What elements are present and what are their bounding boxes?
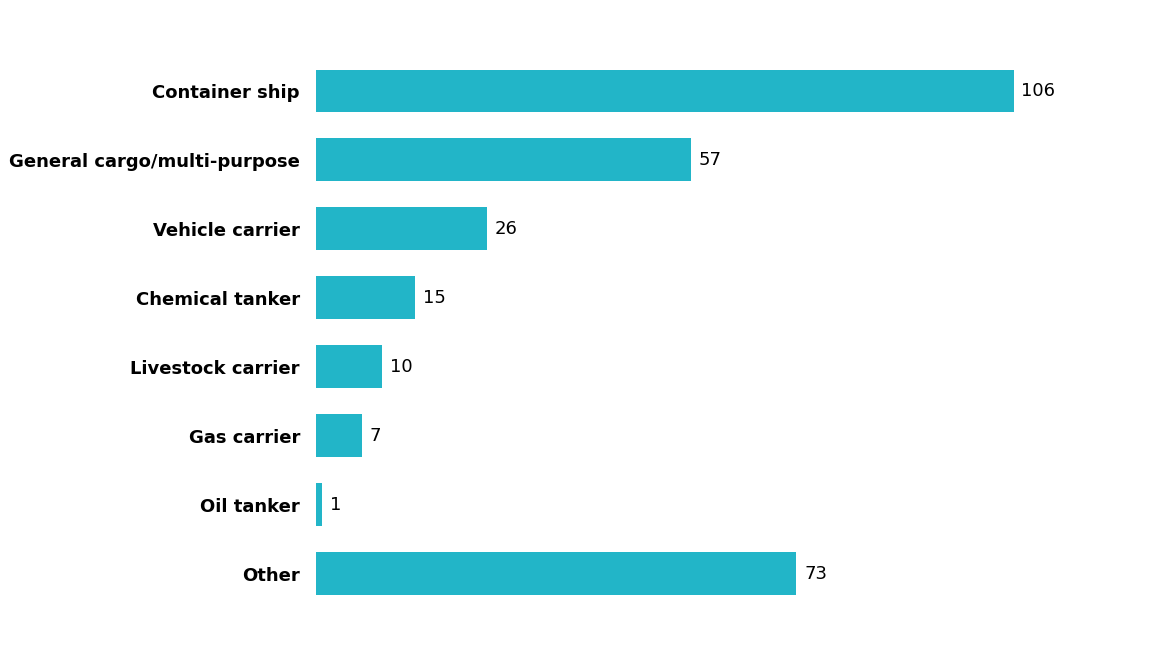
Text: 106: 106 <box>1021 82 1055 100</box>
Text: 73: 73 <box>804 565 827 583</box>
Text: 15: 15 <box>422 289 446 307</box>
Bar <box>316 207 487 250</box>
Bar <box>316 552 797 595</box>
Bar <box>316 345 381 388</box>
Text: 26: 26 <box>495 220 518 238</box>
Bar <box>316 484 323 526</box>
Bar <box>316 70 1013 113</box>
Text: 7: 7 <box>370 427 381 445</box>
Text: 57: 57 <box>698 151 722 169</box>
Bar <box>316 276 414 319</box>
Bar <box>316 415 362 457</box>
Text: 10: 10 <box>390 358 412 376</box>
Text: 1: 1 <box>330 495 342 514</box>
Bar <box>316 138 691 181</box>
